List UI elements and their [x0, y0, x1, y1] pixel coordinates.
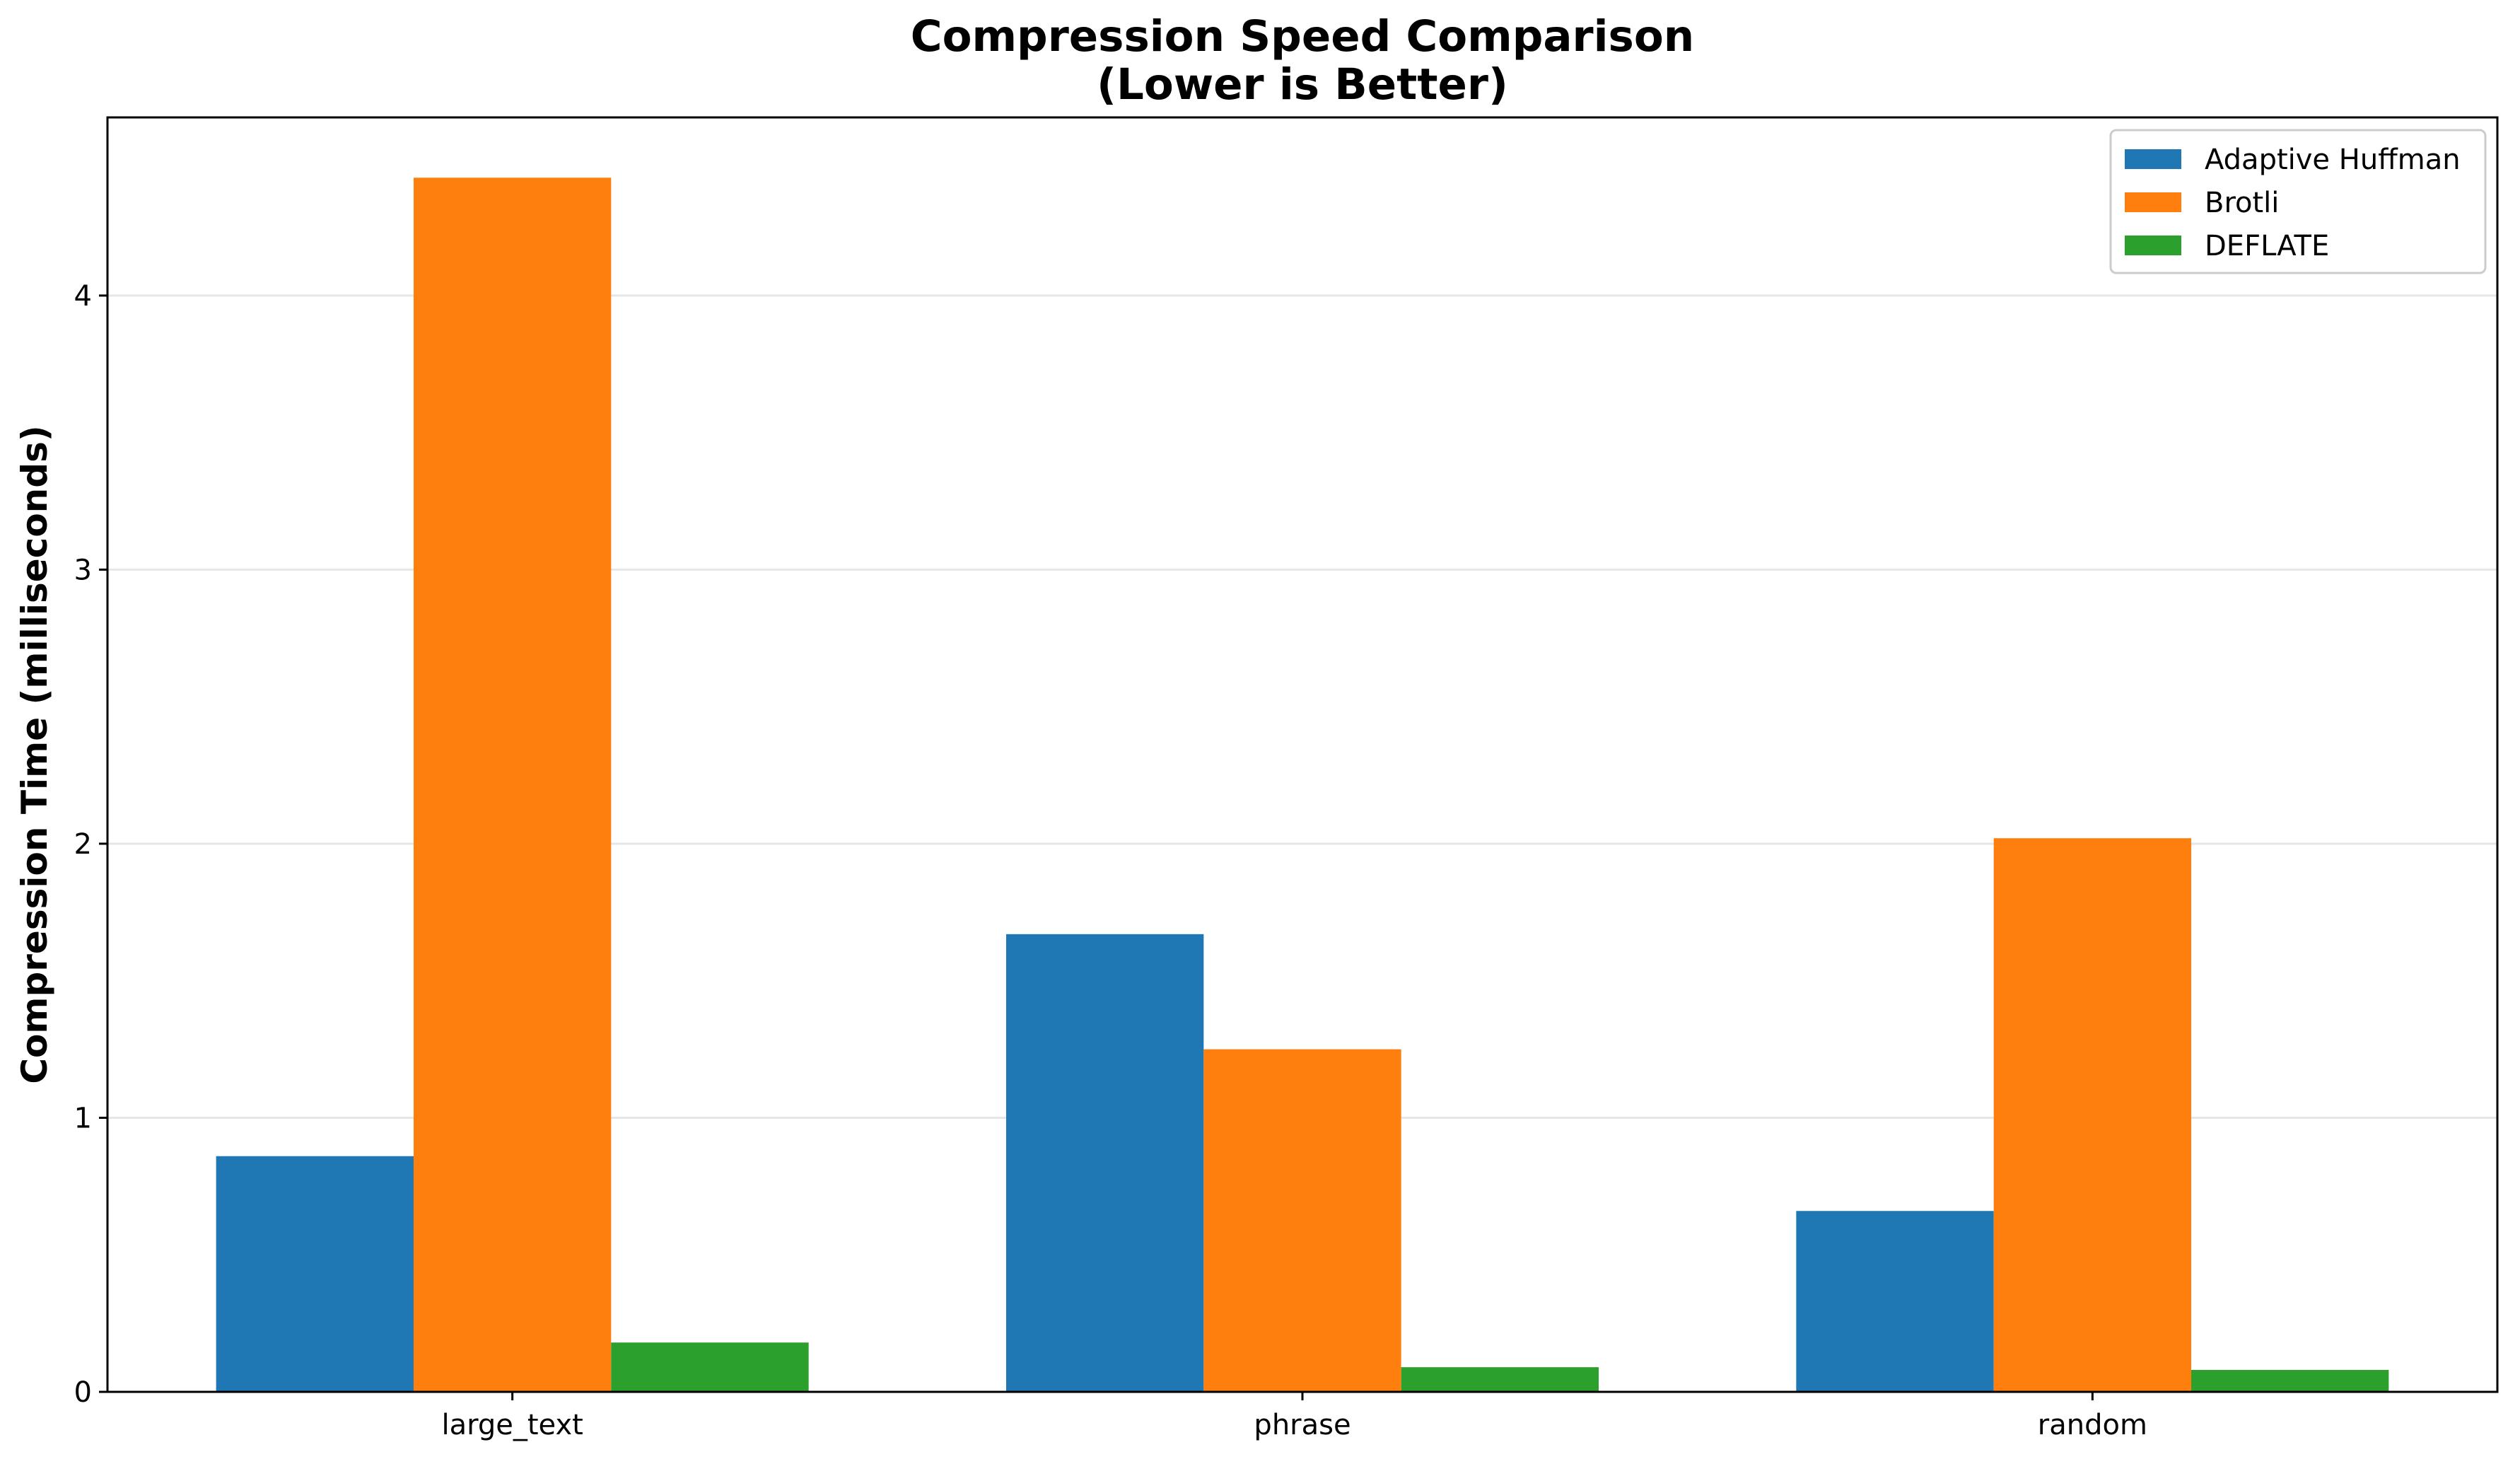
bar-deflate-random [2191, 1369, 2389, 1392]
bar-brotli-phrase [1203, 1049, 1401, 1392]
legend-label: Adaptive Huffman [2205, 144, 2461, 176]
bar-adaptive-huffman-large-text [216, 1156, 414, 1392]
y-tick-label: 2 [74, 828, 92, 861]
x-axis-ticks: large_text phrase random [441, 1392, 2147, 1441]
chart-title: Compression Speed Comparison [911, 11, 1694, 62]
bar-adaptive-huffman-random [1796, 1211, 1994, 1392]
legend-label: DEFLATE [2205, 230, 2329, 262]
legend: Adaptive Huffman Brotli DEFLATE [2109, 129, 2487, 274]
y-tick-label: 0 [74, 1376, 92, 1409]
legend-items: Adaptive Huffman Brotli DEFLATE [2125, 144, 2461, 262]
bar-deflate-large-text [611, 1342, 809, 1392]
x-tick-label: large_text [441, 1409, 583, 1441]
y-tick-label: 4 [74, 280, 92, 313]
legend-box [2109, 129, 2487, 274]
chart-subtitle: (Lower is Better) [1097, 59, 1508, 110]
legend-swatch [2125, 192, 2181, 212]
legend-label: Brotli [2205, 187, 2279, 219]
bars [216, 178, 2389, 1393]
legend-swatch [2125, 236, 2181, 255]
bar-brotli-large-text [413, 178, 612, 1393]
x-tick-label: random [2038, 1409, 2147, 1441]
y-tick-label: 1 [74, 1102, 92, 1134]
bar-deflate-phrase [1401, 1367, 1599, 1392]
x-tick-label: phrase [1254, 1409, 1351, 1441]
y-axis-label: Compression Time (milliseconds) [14, 425, 55, 1084]
y-tick-label: 3 [74, 554, 92, 586]
bar-adaptive-huffman-phrase [1005, 934, 1204, 1392]
legend-swatch [2125, 149, 2181, 169]
y-axis-ticks: 0 1 2 3 4 [74, 280, 107, 1409]
bar-brotli-random [1993, 838, 2192, 1392]
